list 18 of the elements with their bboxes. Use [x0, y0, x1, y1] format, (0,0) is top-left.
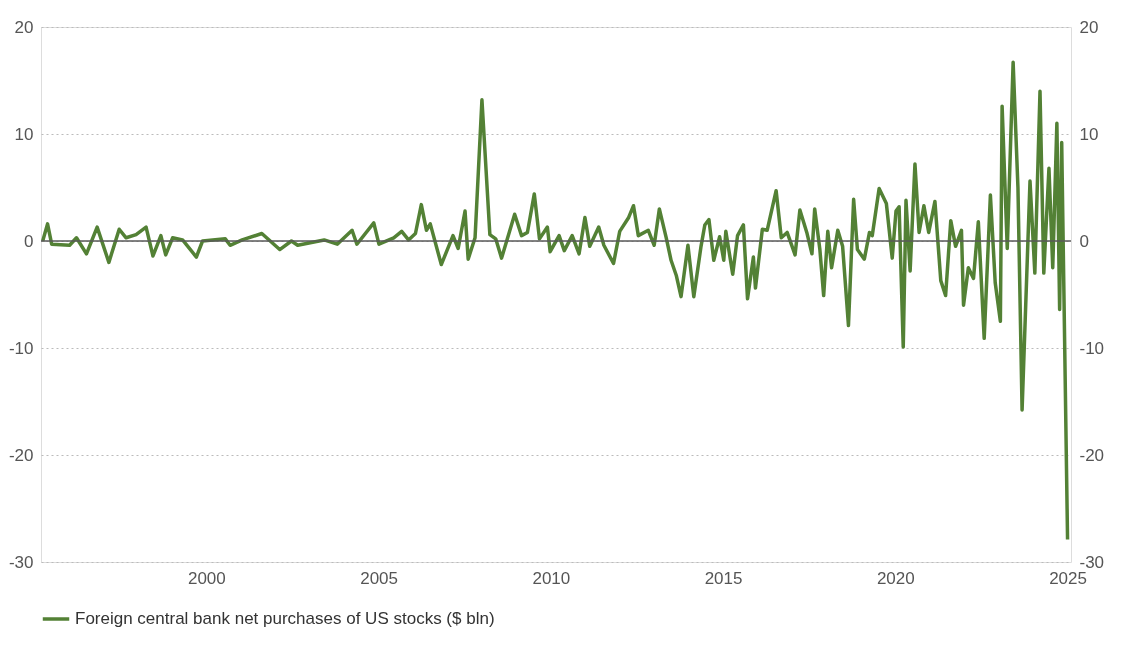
y2-tick-label: 0 [1079, 231, 1089, 251]
x-tick-label: 2000 [187, 568, 226, 588]
legend-label: Foreign central bank net purchases of US stocks ($ bln) [75, 609, 495, 628]
y-tick-label: 0 [24, 231, 34, 251]
line-series [40, 60, 1070, 542]
y2-tick-label: -20 [1079, 445, 1105, 465]
y-tick-label: -10 [8, 338, 34, 358]
y-tick-label: -20 [8, 445, 34, 465]
y-tick-label: -30 [8, 552, 34, 572]
x-tick-label: 2015 [704, 568, 743, 588]
y2-tick-label: -10 [1079, 338, 1105, 358]
y2-tick-label: 10 [1079, 124, 1099, 144]
x-tick-label: 2020 [876, 568, 915, 588]
x-tick-label: 2010 [532, 568, 571, 588]
y-tick-label: 20 [14, 17, 34, 37]
y-tick-label: 10 [14, 124, 34, 144]
y2-tick-label: 20 [1079, 17, 1099, 37]
x-tick-label: 2005 [360, 568, 399, 588]
